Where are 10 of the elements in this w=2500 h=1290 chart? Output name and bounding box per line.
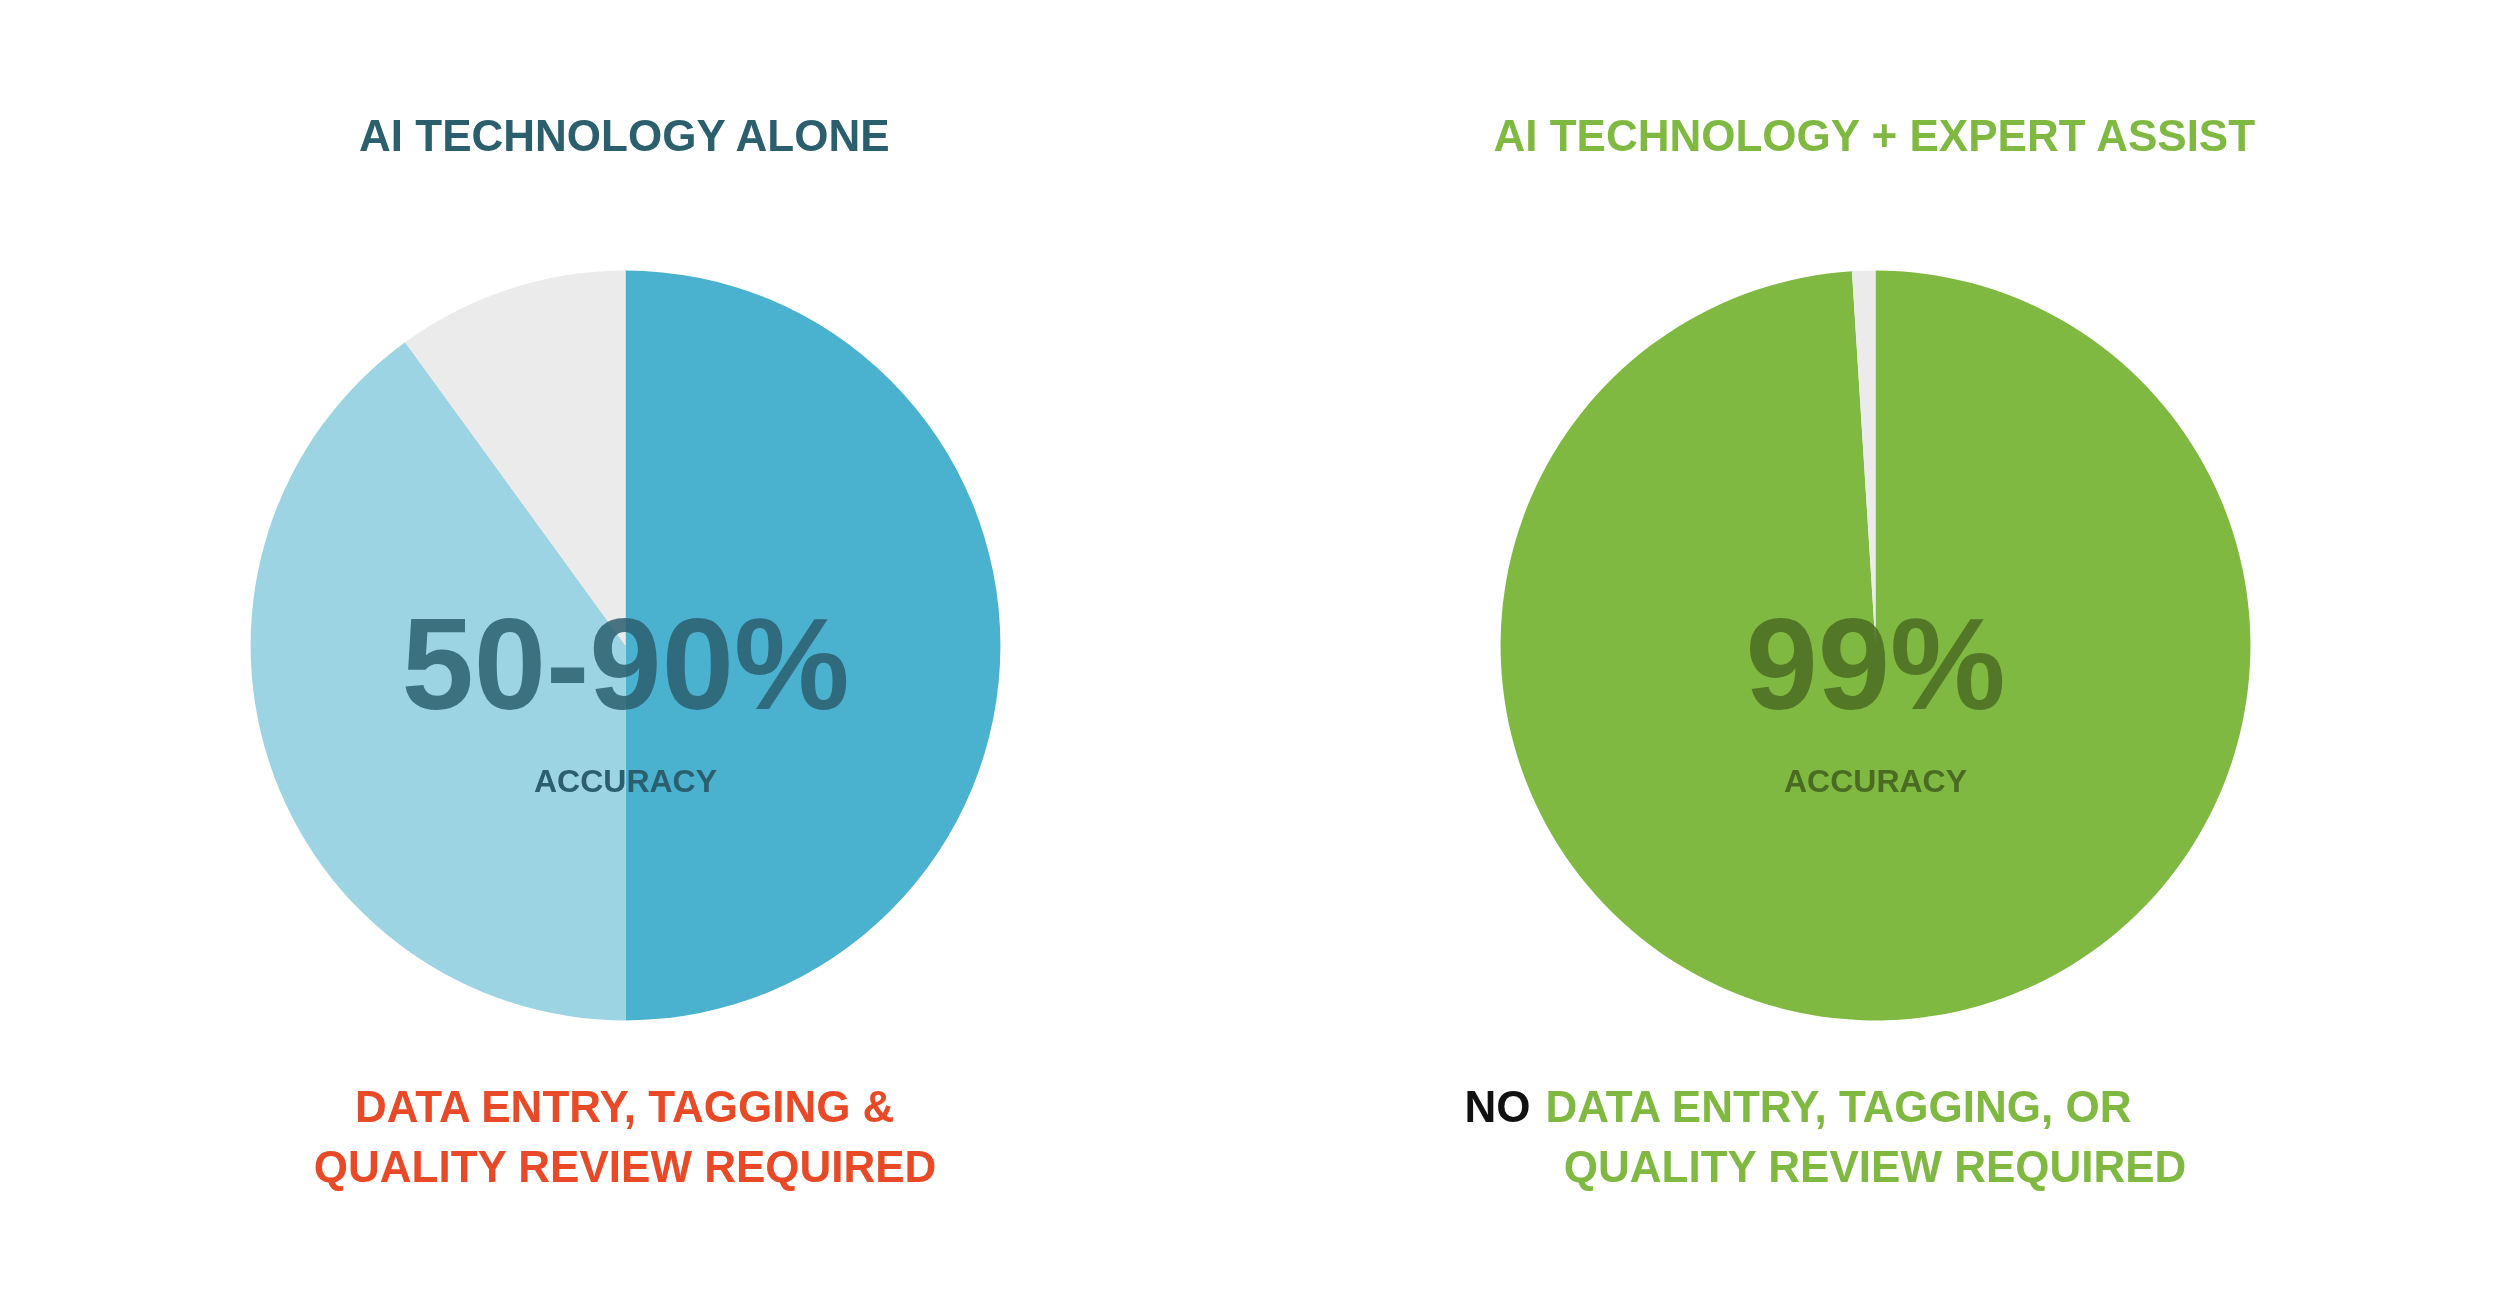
text: QUALITY REVIEW REQUIRED (1563, 1142, 2187, 1192)
chart-title: AI TECHNOLOGY ALONE (359, 111, 890, 160)
text: DATA ENTRY, TAGGING, OR (1545, 1082, 2132, 1132)
chart-title: AI TECHNOLOGY + EXPERT ASSIST (1493, 111, 2256, 160)
text: 99% (1745, 591, 2006, 738)
text: ACCURACY (1783, 762, 1968, 799)
text: ACCURACY (533, 762, 718, 799)
text: QUALITY REVIEW REQUIRED (313, 1142, 937, 1192)
text: DATA ENTRY, TAGGING & (354, 1082, 895, 1132)
text: NO (1464, 1082, 1531, 1132)
